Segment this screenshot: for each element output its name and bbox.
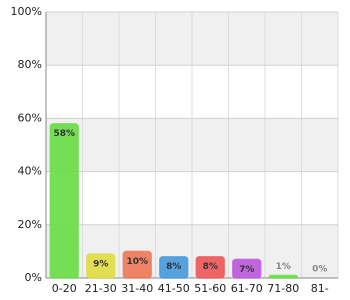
bar: [195, 255, 225, 279]
x-tick-label: 71-80: [267, 282, 299, 295]
value-label: 7%: [239, 265, 254, 275]
value-label: 9%: [93, 260, 108, 270]
value-label: 58%: [53, 129, 75, 139]
value-label: 8%: [166, 262, 181, 272]
x-tick-label: 31-40: [121, 282, 153, 295]
value-label: 0%: [312, 265, 327, 275]
x-tick-label: 81-: [311, 282, 329, 295]
bar: [159, 255, 189, 279]
y-tick-label: 100%: [11, 5, 42, 18]
value-label: 1%: [276, 262, 291, 272]
x-tick-label: 0-20: [52, 282, 77, 295]
x-tick-label: 41-50: [158, 282, 190, 295]
y-tick-label: 20%: [18, 218, 42, 231]
bar: [268, 274, 298, 279]
y-tick-label: 0%: [25, 271, 42, 284]
x-tick-label: 21-30: [85, 282, 117, 295]
y-tick-label: 80%: [18, 58, 42, 71]
bar: [86, 253, 116, 279]
value-label: 8%: [203, 262, 218, 272]
x-tick-label: 61-70: [231, 282, 263, 295]
bar: [232, 258, 262, 279]
y-tick-label: 40%: [18, 165, 42, 178]
bar: [122, 250, 152, 279]
value-label: 10%: [126, 257, 148, 267]
x-tick-label: 51-60: [194, 282, 226, 295]
bar: [49, 122, 79, 279]
y-tick-label: 60%: [18, 111, 42, 124]
